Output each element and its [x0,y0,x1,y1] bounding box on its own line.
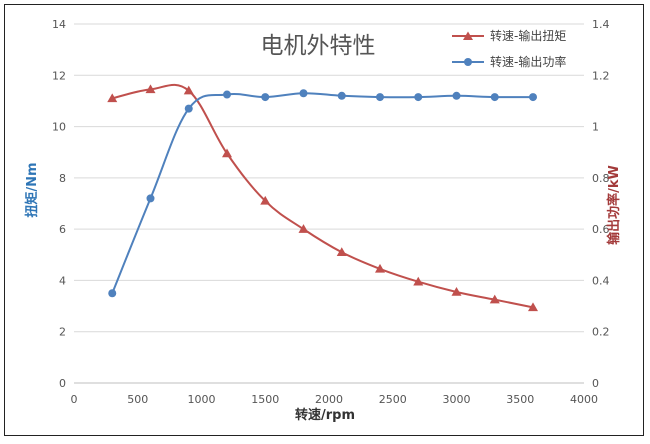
power-point [376,93,384,102]
legend-item-power: 转速-输出功率 [452,54,566,69]
power-point [414,93,423,102]
x-tick-label: 1500 [251,393,279,406]
x-tick-label: 2500 [379,393,407,406]
series-line-0 [112,83,534,309]
legend: 转速-输出扭矩 转速-输出功率 [452,28,566,69]
triangle-marker-icon [463,31,473,40]
y-left-tick-label: 4 [59,274,66,287]
power-point [337,91,346,100]
y-right-tick-label: 0.2 [592,326,610,339]
y-right-tick-label: 1.4 [592,18,610,31]
torque-point [451,286,462,296]
x-axis-title: 转速/rpm [295,407,355,423]
y-right-tick-label: 0.8 [592,172,610,185]
x-tick-label: 4000 [570,393,598,406]
torque-point [413,276,424,286]
power-point [261,93,270,102]
y-left-axis-title: 扭矩/Nm [24,162,40,217]
power-point [299,89,308,98]
legend-label-power: 转速-输出功率 [490,54,566,69]
x-tick-label: 1000 [188,393,216,406]
torque-point [336,247,347,256]
y-right-tick-label: 0 [592,377,599,390]
torque-point [260,195,271,205]
y-right-tick-label: 0.6 [592,223,610,236]
chart-frame [4,4,644,436]
y-left-tick-label: 6 [59,223,66,236]
power-point [452,91,461,100]
y-right-tick-label: 0.4 [592,274,610,287]
circle-marker-icon [464,58,472,66]
x-tick-label: 2000 [315,393,343,406]
power-point [490,93,499,102]
torque-point [375,263,385,273]
torque-point [489,294,500,304]
torque-point [298,224,309,233]
power-point [146,194,155,203]
chart-title: 电机外特性 [261,33,376,59]
y-left-tick-label: 12 [52,69,66,82]
y-left-tick-label: 8 [59,172,66,185]
x-tick-label: 3500 [506,393,534,406]
series-layer [107,83,538,312]
torque-point [145,84,156,94]
torque-point [183,85,194,95]
y-right-tick-label: 1.2 [592,69,610,82]
series-line-1 [111,92,534,294]
x-tick-label: 500 [127,393,148,406]
power-point [184,104,193,113]
y-left-tick-label: 2 [59,326,66,339]
axes: 0 2 4 6 8 10 12 14 0 0.2 0.4 0.6 0.8 1 1.2 1.4 0 500 1000 1… [52,18,610,406]
y-right-tick-label: 1 [592,121,599,134]
x-tick-label: 0 [71,393,78,406]
gridlines [74,23,584,384]
torque-point [528,302,538,312]
torque-point [107,93,118,103]
power-point [223,90,231,99]
x-tick-label: 3000 [443,393,471,406]
legend-label-torque: 转速-输出扭矩 [490,28,566,43]
y-left-tick-label: 10 [52,121,66,134]
torque-point [222,148,232,158]
y-left-tick-label: 0 [59,377,66,390]
power-point [529,93,537,102]
y-right-axis-title: 输出功率/kW [606,165,622,245]
power-point [108,289,117,298]
y-left-tick-label: 14 [52,18,66,31]
legend-item-torque: 转速-输出扭矩 [452,28,566,43]
